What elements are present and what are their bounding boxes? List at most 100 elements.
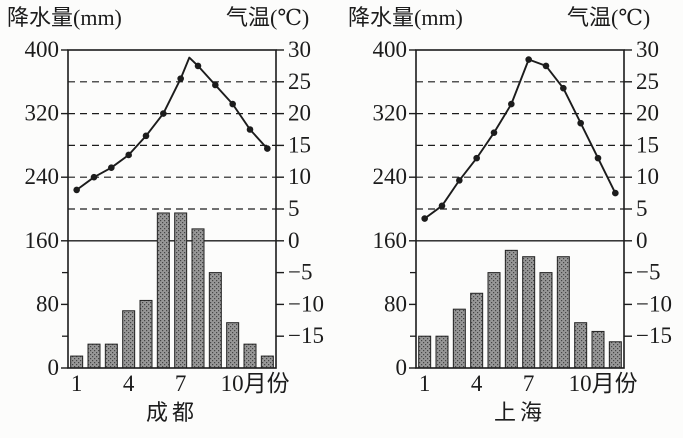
bar-month-11 (591, 330, 605, 369)
gridlines (416, 81, 624, 210)
temp-point-month-1 (73, 186, 80, 194)
bar-month-1 (418, 335, 432, 369)
bar-month-2 (87, 343, 101, 369)
bar-month-5 (139, 299, 153, 369)
temp-point-month-9 (212, 81, 219, 89)
svg-text:4: 4 (123, 371, 135, 396)
svg-text:5: 5 (288, 196, 300, 221)
svg-text:0: 0 (636, 228, 648, 253)
svg-text:160: 160 (373, 228, 408, 253)
svg-text:240: 240 (373, 164, 408, 189)
svg-text:15: 15 (636, 132, 659, 157)
svg-text:30: 30 (288, 37, 311, 62)
bar-month-8 (539, 272, 553, 369)
svg-text:7: 7 (175, 371, 187, 396)
right-axis-ticks: 30 25 20 15 10 5 0 −5 −10 −15 (624, 37, 672, 348)
right-axis-ticks: 30 25 20 15 10 5 0 −5 −10 −15 (276, 37, 324, 348)
svg-text:20: 20 (288, 101, 311, 126)
temp-point-month-2 (438, 202, 446, 210)
svg-text:80: 80 (36, 291, 59, 316)
bar-month-1 (70, 355, 84, 369)
temp-point-month-10 (229, 100, 236, 108)
chart-title-chengdu: 成都 (145, 400, 198, 425)
svg-text:−15: −15 (288, 323, 324, 348)
svg-text:10月份: 10月份 (569, 371, 638, 396)
bar-month-5 (487, 272, 501, 369)
svg-text:7: 7 (523, 371, 535, 396)
svg-text:240: 240 (25, 164, 60, 189)
svg-text:15: 15 (288, 132, 311, 157)
svg-text:400: 400 (373, 37, 408, 62)
svg-text:20: 20 (636, 101, 659, 126)
temperature-line (76, 56, 269, 191)
gridlines (68, 81, 276, 210)
chengdu-chart-plot: 400 320 240 160 80 0 30 25 20 15 10 5 0 −5 −10 −15 1 4 7 10… (25, 37, 324, 396)
svg-text:80: 80 (384, 291, 407, 316)
precipitation-axis-title: 降水量(mm) (348, 5, 463, 30)
temperature-points (421, 56, 619, 222)
bar-month-8 (191, 228, 205, 369)
svg-text:0: 0 (288, 228, 300, 253)
precipitation-axis-title: 降水量(mm) (7, 5, 122, 30)
temp-point-month-8 (194, 62, 202, 70)
bar-month-10 (574, 322, 588, 369)
svg-text:25: 25 (288, 69, 311, 94)
svg-text:25: 25 (636, 69, 659, 94)
temp-point-month-4 (473, 154, 480, 162)
svg-text:160: 160 (25, 228, 60, 253)
svg-text:0: 0 (396, 355, 408, 380)
bar-month-3 (104, 343, 118, 369)
bar-month-6 (504, 249, 518, 369)
svg-text:1: 1 (71, 371, 83, 396)
temp-point-month-12 (612, 189, 619, 197)
temp-point-month-8 (542, 62, 550, 70)
temp-point-month-11 (246, 126, 254, 133)
svg-text:−10: −10 (636, 291, 672, 316)
temperature-axis-title: 气温(℃) (226, 5, 310, 30)
temp-point-month-6 (508, 100, 515, 108)
svg-text:−10: −10 (288, 291, 324, 316)
x-axis-labels: 1 4 7 10月份 (71, 371, 290, 396)
temp-point-month-1 (421, 215, 428, 222)
svg-text:10: 10 (636, 164, 659, 189)
temp-point-month-6 (160, 110, 167, 117)
temp-point-month-3 (108, 164, 115, 171)
shanghai-chart-plot: 400 320 240 160 80 0 30 25 20 15 10 5 0 −5 −10 −15 1 4 7 10… (373, 37, 672, 396)
svg-text:10: 10 (288, 164, 311, 189)
svg-text:4: 4 (471, 371, 483, 396)
bar-month-7 (522, 256, 536, 369)
bar-month-9 (556, 256, 570, 369)
temp-point-month-9 (560, 84, 567, 92)
svg-text:5: 5 (636, 196, 648, 221)
svg-text:10月份: 10月份 (221, 371, 290, 396)
bar-month-3 (452, 308, 466, 369)
svg-text:320: 320 (25, 101, 60, 126)
svg-text:−15: −15 (636, 323, 672, 348)
temperature-line (424, 58, 617, 220)
temperature-points (73, 62, 271, 194)
left-axis-ticks: 400 320 240 160 80 0 (373, 37, 416, 380)
bar-month-11 (243, 343, 257, 369)
bar-month-12 (260, 355, 274, 369)
svg-text:0: 0 (48, 355, 60, 380)
temp-point-month-4 (125, 151, 132, 159)
temperature-axis-title: 气温(℃) (567, 5, 651, 30)
temp-point-month-5 (142, 132, 150, 140)
x-axis-labels: 1 4 7 10月份 (419, 371, 638, 396)
bar-month-10 (226, 322, 240, 369)
svg-text:30: 30 (636, 37, 659, 62)
temp-point-month-3 (456, 177, 463, 184)
chart-panel-chengdu: 400 320 240 160 80 0 30 25 20 15 10 5 0 −5 −10 −15 1 4 7 10… (7, 5, 324, 426)
svg-text:1: 1 (419, 371, 431, 396)
svg-text:−5: −5 (636, 260, 660, 285)
bar-month-4 (122, 310, 136, 369)
svg-text:400: 400 (25, 37, 60, 62)
bar-month-7 (174, 212, 188, 369)
precip-bars (418, 249, 622, 369)
temp-point-month-7 (525, 56, 532, 63)
bar-month-12 (608, 341, 622, 369)
svg-text:−5: −5 (288, 260, 312, 285)
svg-text:320: 320 (373, 101, 408, 126)
bar-month-4 (470, 292, 484, 369)
